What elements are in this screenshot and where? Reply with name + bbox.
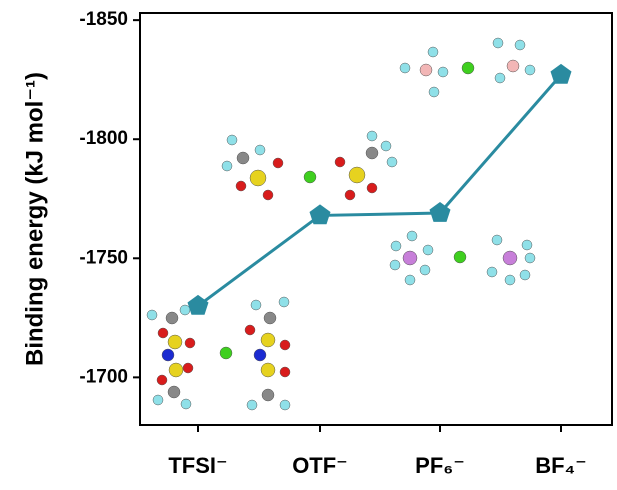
y-tick-label: -1750 (79, 247, 128, 268)
x-tick-label: PF₆⁻ (415, 453, 465, 478)
y-axis-title: Binding energy (kJ mol⁻¹) (21, 72, 48, 366)
data-marker (551, 64, 572, 84)
chart: Binding energy (kJ mol⁻¹) (0, 0, 617, 490)
pf6-pair (390, 231, 535, 285)
x-tick-label: BF₄⁻ (535, 453, 586, 478)
x-tick-label: TFSI⁻ (168, 453, 227, 478)
y-tick-label: -1850 (79, 9, 128, 30)
plot-frame (140, 13, 612, 425)
data-marker (188, 295, 209, 315)
tfsi-pair (147, 297, 290, 410)
y-tick-label: -1800 (79, 128, 128, 149)
y-tick-label: -1700 (79, 366, 128, 387)
molecule-illustrations (147, 38, 535, 410)
otf-pair (222, 131, 397, 200)
data-line (198, 75, 561, 306)
x-tick-label: OTF⁻ (292, 453, 348, 478)
bf4-pair (400, 38, 535, 97)
data-marker (310, 204, 331, 224)
